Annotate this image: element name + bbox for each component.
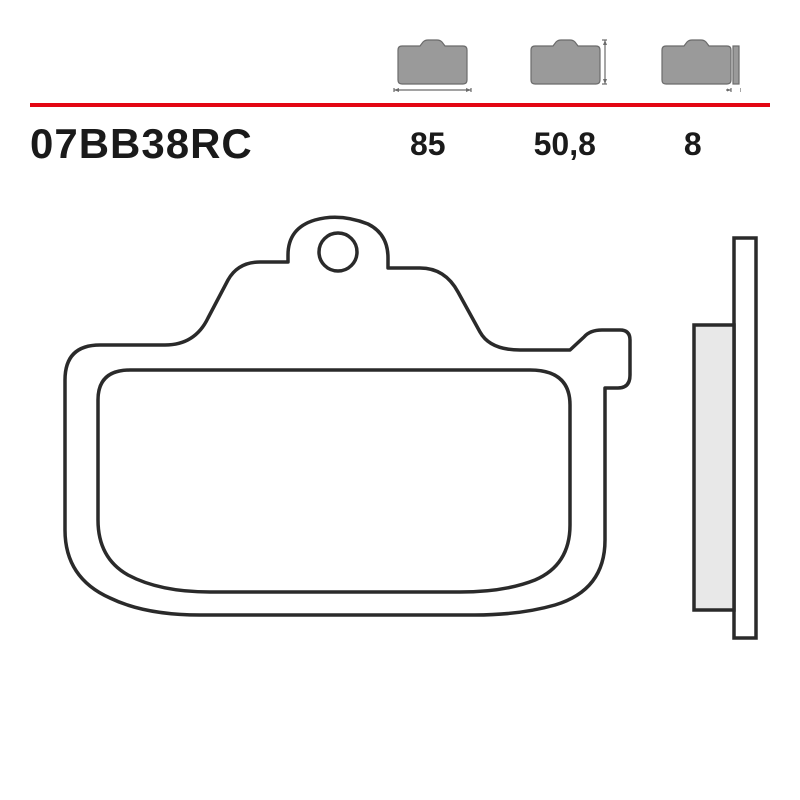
side-view-drawing (680, 230, 770, 650)
dimension-values: 85 50,8 8 (410, 126, 702, 163)
width-value: 85 (410, 126, 446, 163)
height-dimension-icon (523, 28, 608, 93)
part-number: 07BB38RC (30, 120, 390, 168)
thickness-dimension-icon (656, 28, 741, 93)
thickness-value: 8 (684, 126, 702, 163)
dimension-icons-row (390, 28, 741, 93)
front-view-drawing (30, 210, 650, 650)
divider-line (30, 103, 770, 107)
height-value: 50,8 (534, 126, 596, 163)
width-dimension-icon (390, 28, 475, 93)
specification-row: 07BB38RC 85 50,8 8 (30, 120, 770, 168)
